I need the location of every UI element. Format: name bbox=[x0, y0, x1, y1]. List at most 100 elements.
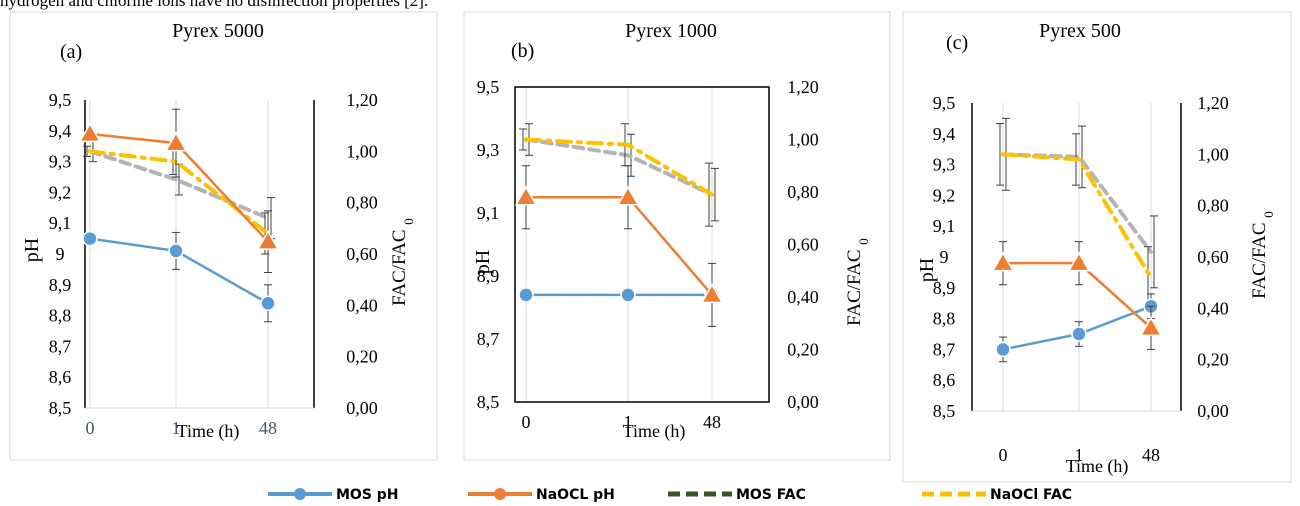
x-tick-label: 0 bbox=[999, 445, 1008, 465]
y-tick-label: 9,3 bbox=[477, 140, 500, 160]
y-tick-label: 8,9 bbox=[933, 278, 956, 298]
y-tick-label: 8,7 bbox=[477, 329, 500, 349]
x-tick-label: 1 bbox=[172, 418, 181, 438]
y2-tick-label: 0,80 bbox=[787, 182, 819, 202]
panel-b-plot: 8,5 8,7 8,9 9,1 9,3 9,5 0,00 0,20 0,40 0,60 0,80 1,… bbox=[477, 77, 819, 432]
y-tick-label: 9 bbox=[940, 247, 949, 267]
x-tick-label: 48 bbox=[703, 412, 721, 432]
y-tick-label: 8,8 bbox=[933, 309, 956, 329]
legend-label: NaOCl FAC bbox=[990, 487, 1072, 503]
y2label-subscript: 0 bbox=[856, 238, 871, 245]
panel-b-title: Pyrex 1000 bbox=[625, 20, 717, 42]
legend-label: MOS FAC bbox=[736, 487, 806, 503]
y2-tick-label: 0,60 bbox=[1197, 247, 1229, 267]
data-point-circle bbox=[620, 287, 636, 303]
panel-a-plot: 8,5 8,6 8,7 8,8 8,9 9 9,1 9,2 9,3 9,4 9,5 0,00 0,20 0… bbox=[49, 90, 378, 438]
legend-label: MOS pH bbox=[336, 487, 399, 503]
y-tick-label: 8,6 bbox=[49, 367, 72, 387]
panel-c-frame bbox=[902, 11, 1292, 483]
panel-b-y2label-main: FAC/FAC bbox=[844, 249, 865, 325]
y-tick-label: 9,3 bbox=[49, 152, 72, 172]
series-line-mos-fac bbox=[524, 137, 714, 197]
data-point-triangle bbox=[616, 185, 640, 206]
legend-label: NaOCL pH bbox=[536, 487, 615, 503]
y2-tick-label: 0,40 bbox=[1197, 298, 1229, 318]
panel-b-frame bbox=[463, 11, 891, 461]
y2-tick-label: 1,00 bbox=[787, 130, 819, 150]
panel-c-y2label-main: FAC/FAC bbox=[1249, 222, 1270, 298]
legend: MOS pH NaOCL pH MOS FAC NaOCl FAC bbox=[268, 487, 1072, 503]
data-point-circle bbox=[1071, 326, 1087, 342]
y-tick-label: 9 bbox=[56, 244, 65, 264]
panel-b-letter: (b) bbox=[511, 40, 534, 62]
y2-tick-label: 0,20 bbox=[1197, 350, 1229, 370]
y2-tick-label: 0,20 bbox=[346, 347, 378, 367]
data-point-triangle bbox=[256, 230, 280, 250]
caption-text: hydrogen and chlorine ions have no disin… bbox=[0, 0, 429, 10]
y-tick-label: 9,4 bbox=[933, 124, 956, 144]
y-tick-label: 9,1 bbox=[49, 213, 72, 233]
data-point-circle bbox=[995, 341, 1011, 358]
y2label-subscript: 0 bbox=[401, 218, 416, 225]
data-point-triangle bbox=[78, 122, 102, 143]
data-point-triangle bbox=[991, 251, 1015, 272]
y2-tick-label: 0,60 bbox=[787, 235, 819, 255]
y2-tick-label: 0,00 bbox=[1197, 401, 1229, 421]
data-point-triangle bbox=[514, 185, 538, 206]
panel-c: (c) Pyrex 500 pH FAC/FAC 0 Time (h) 8,58… bbox=[916, 20, 1276, 477]
y-tick-label: 9,1 bbox=[933, 216, 956, 236]
y-tick-label: 8,5 bbox=[49, 398, 72, 418]
y-tick-label: 9,2 bbox=[49, 182, 72, 202]
y-tick-label: 8,5 bbox=[477, 392, 500, 412]
data-point-triangle bbox=[1067, 251, 1091, 272]
panel-a-ylabel: pH bbox=[21, 238, 43, 262]
panel-c-plot: 8,5 8,6 8,7 8,8 8,9 9 9,1 9,2 9,3 9,4 9,5 0,00 0,20 0… bbox=[933, 93, 1229, 465]
panel-b: (b) Pyrex 1000 pH FAC/FAC 0 Time (h) 8,5… bbox=[472, 20, 871, 442]
legend-marker bbox=[494, 488, 506, 500]
x-tick-label: 0 bbox=[522, 412, 531, 432]
y2-tick-label: 0,60 bbox=[346, 244, 378, 264]
panel-a-letter: (a) bbox=[60, 41, 82, 63]
y2-tick-label: 0,40 bbox=[346, 295, 378, 315]
legend-marker bbox=[294, 488, 306, 500]
panel-a-xlabel: Time (h) bbox=[177, 421, 240, 442]
y-tick-label: 8,6 bbox=[933, 370, 956, 390]
data-point-triangle bbox=[1139, 316, 1163, 337]
y-tick-label: 8,9 bbox=[49, 275, 72, 295]
y-tick-label: 8,8 bbox=[49, 306, 72, 326]
panel-c-letter: (c) bbox=[946, 32, 968, 54]
y2-tick-label: 0,80 bbox=[346, 193, 378, 213]
series-line-naocl-fac bbox=[1001, 152, 1153, 280]
panel-c-xlabel: Time (h) bbox=[1066, 456, 1129, 477]
y-tick-label: 9,5 bbox=[933, 93, 956, 113]
y-tick-label: 8,7 bbox=[933, 339, 956, 359]
panel-a: (a) Pyrex 5000 pH FAC/FAC 0 Time (h) 8,5… bbox=[21, 20, 416, 442]
series-line-mos-fac bbox=[88, 149, 270, 221]
y-tick-label: 8,5 bbox=[933, 401, 956, 421]
y2-tick-label: 0,00 bbox=[346, 398, 378, 418]
y-tick-label: 9,2 bbox=[933, 185, 956, 205]
y2label-subscript: 0 bbox=[1261, 211, 1276, 218]
panel-c-ylabel: pH bbox=[916, 258, 938, 282]
data-point-circle bbox=[260, 295, 276, 312]
panel-a-y2label: FAC/FAC 0 bbox=[389, 218, 416, 306]
panel-b-ylabel: pH bbox=[472, 250, 494, 274]
y2-tick-label: 1,00 bbox=[346, 141, 378, 161]
y2-tick-label: 1,20 bbox=[1197, 93, 1229, 113]
y2-tick-label: 0,80 bbox=[1197, 196, 1229, 216]
x-tick-label: 0 bbox=[86, 418, 95, 438]
panel-a-y2label-main: FAC/FAC bbox=[389, 229, 410, 305]
y-tick-label: 8,9 bbox=[477, 266, 500, 286]
x-tick-label: 48 bbox=[1142, 445, 1160, 465]
data-point-triangle bbox=[700, 283, 724, 304]
y-tick-label: 8,7 bbox=[49, 336, 72, 356]
y-tick-label: 9,3 bbox=[933, 155, 956, 175]
y-tick-label: 9,4 bbox=[49, 121, 72, 141]
panel-b-y2label: FAC/FAC 0 bbox=[844, 238, 871, 326]
x-tick-label: 1 bbox=[1075, 445, 1084, 465]
y2-tick-label: 0,00 bbox=[787, 392, 819, 412]
y2-tick-label: 1,00 bbox=[1197, 144, 1229, 164]
y2-tick-label: 0,20 bbox=[787, 340, 819, 360]
panel-b-xlabel: Time (h) bbox=[623, 421, 686, 442]
